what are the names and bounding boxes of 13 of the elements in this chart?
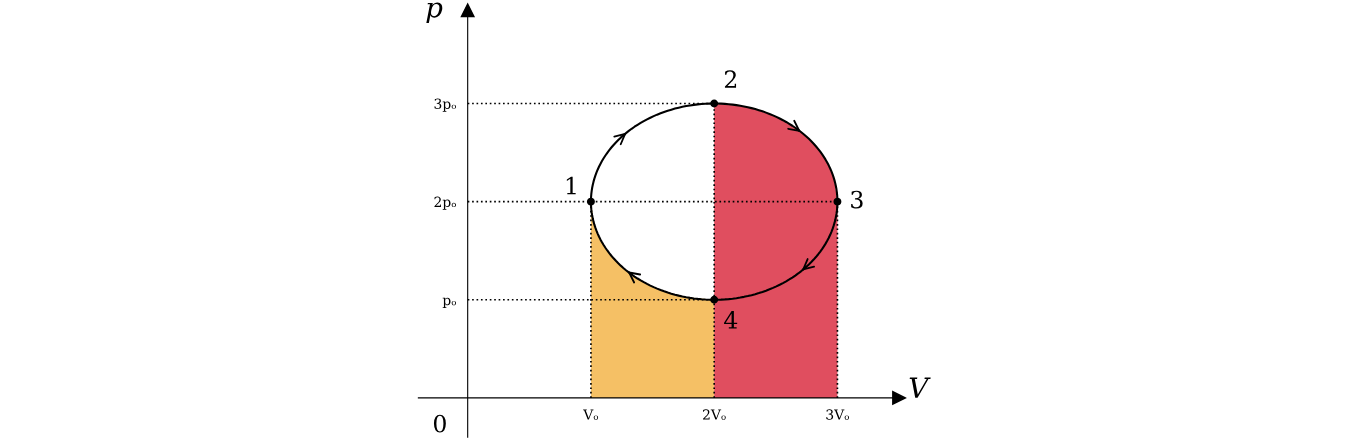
x-tick-label: 2Vₒ <box>703 409 726 420</box>
y-tick-label: 2pₒ <box>434 196 457 210</box>
x-tick-label: 3Vₒ <box>826 409 850 420</box>
y-tick-label: pₒ <box>442 297 457 308</box>
y-axis-title: p <box>426 2 443 24</box>
annotation: 2 <box>724 70 737 88</box>
annotation: 0 <box>433 414 446 433</box>
x-axis-title: V <box>909 377 931 398</box>
annotation: 3 <box>851 190 863 209</box>
annotation: 1 <box>566 176 576 195</box>
x-tick-label: Vₒ <box>583 409 599 420</box>
annotation: 4 <box>724 310 738 329</box>
y-tick-label: 3pₒ <box>434 98 457 112</box>
